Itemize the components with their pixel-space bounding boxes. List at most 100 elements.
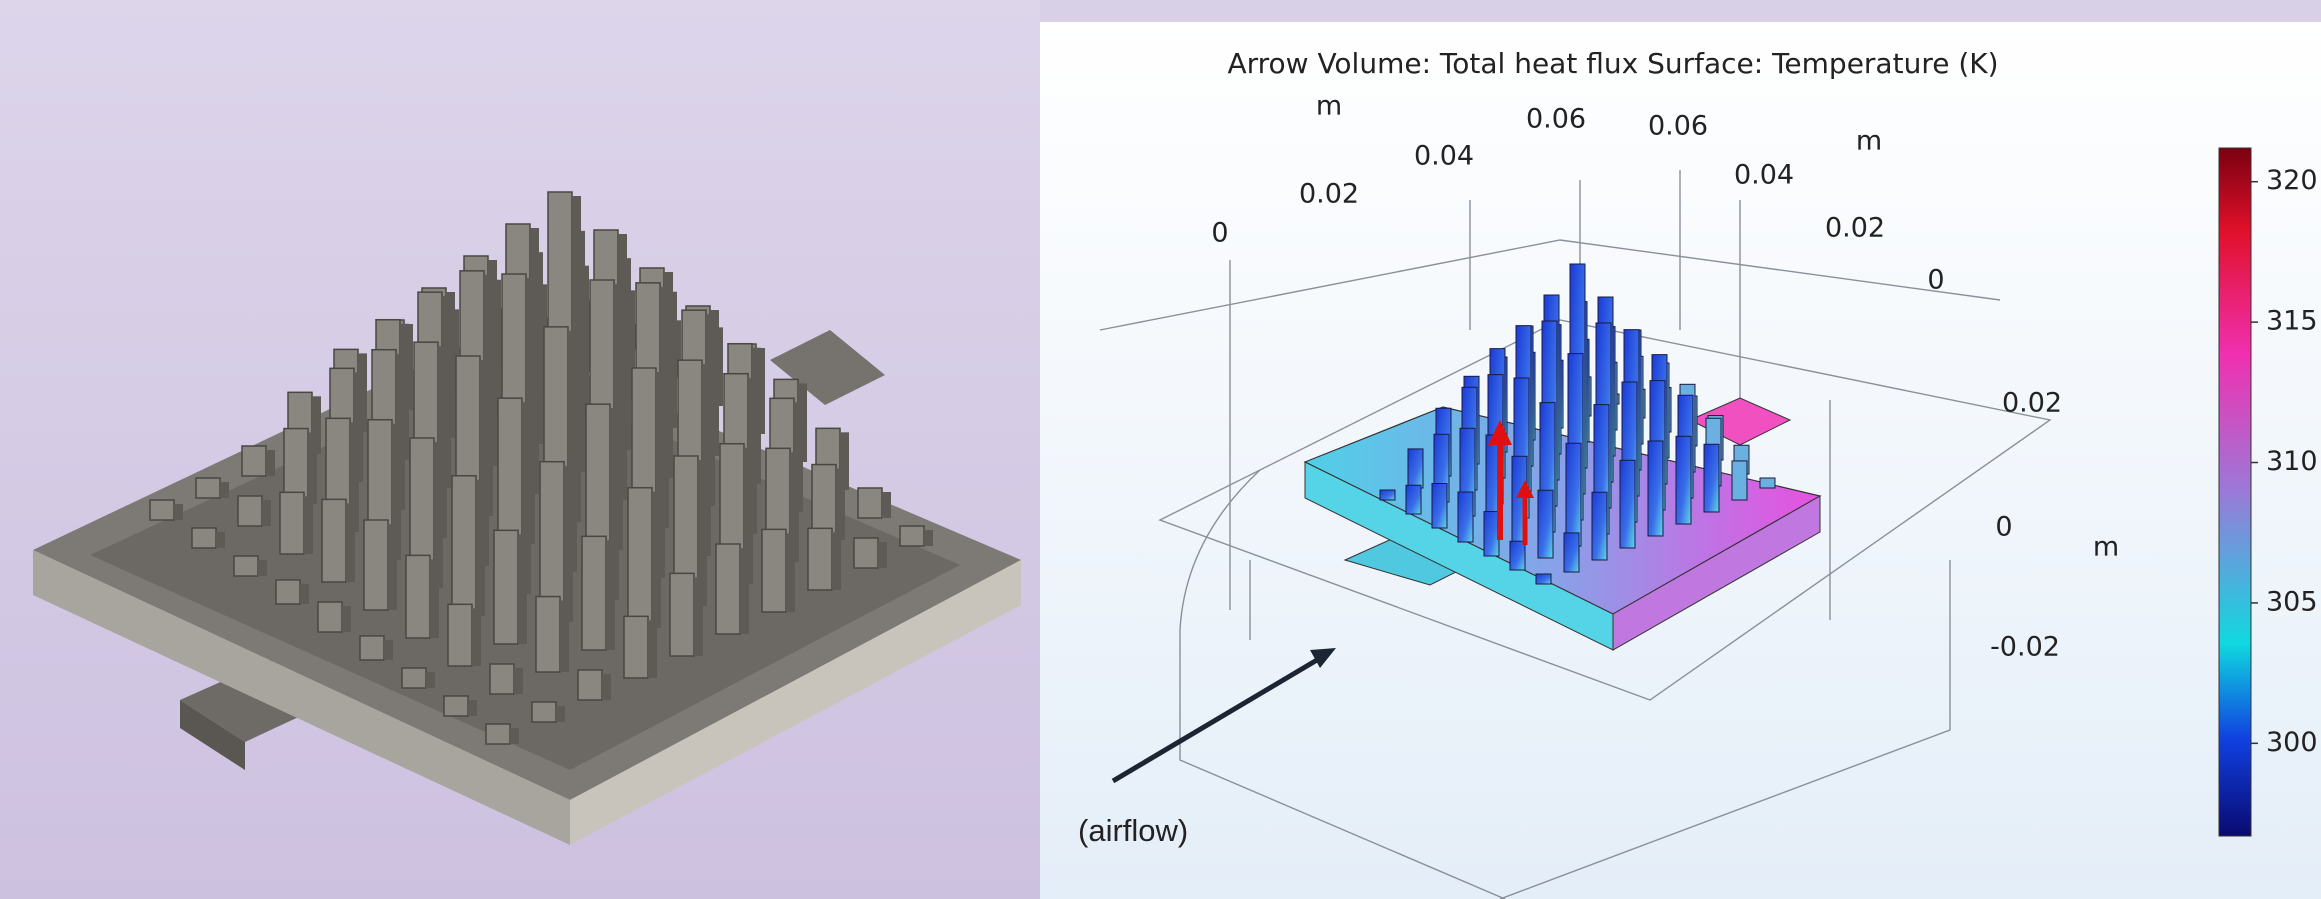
fin [318, 602, 342, 632]
fin [536, 597, 560, 672]
axis-tick-label: 0.02 [1825, 213, 1885, 244]
fin [360, 636, 384, 660]
fin [578, 670, 602, 700]
fin [670, 573, 694, 656]
fin-side [388, 524, 397, 610]
fin-side [514, 668, 523, 694]
fin [716, 544, 740, 634]
axis-tick-label: 0.04 [1734, 160, 1794, 191]
fin-side [258, 560, 267, 576]
fin-side [510, 728, 519, 744]
page: Arrow Volume: Total heat flux Surface: T… [0, 0, 2321, 899]
fin [406, 555, 430, 638]
sim-fin [1406, 485, 1421, 514]
fin [486, 724, 510, 744]
fin-side [304, 496, 313, 554]
fin [444, 696, 468, 716]
fin-side [300, 584, 309, 604]
fin [280, 492, 304, 554]
sim-fin [1704, 444, 1719, 512]
fin [276, 580, 300, 604]
fin [452, 476, 476, 616]
axis-tick-label: 0 [1211, 218, 1228, 249]
fin [234, 556, 258, 576]
fin [858, 488, 882, 518]
axis-tick-label: 0.02 [1299, 179, 1359, 210]
fin-side [262, 500, 271, 526]
fin [192, 528, 216, 548]
sim-fin [1592, 492, 1607, 560]
fin-side [786, 533, 795, 612]
fin [532, 702, 556, 722]
fin-side [924, 530, 933, 546]
sim-fin [1538, 490, 1553, 558]
colorbar-tick-label: 320 [2266, 165, 2318, 196]
fin-side [652, 492, 661, 628]
sim-fin [1620, 460, 1635, 548]
annotation: (airflow) [1078, 813, 1188, 848]
axis-label: m [1316, 91, 1342, 122]
axis-tick-label: 0.06 [1648, 111, 1708, 142]
axis-label: m [2093, 532, 2119, 563]
fin [624, 616, 648, 678]
sim-fin [1380, 490, 1395, 500]
sim-fin [1536, 574, 1551, 584]
fin-side [430, 559, 439, 638]
fin-side [564, 466, 573, 622]
fin [448, 604, 472, 666]
fin-side [216, 532, 225, 548]
fin [900, 526, 924, 546]
colorbar [2219, 148, 2251, 836]
fin-side [468, 700, 477, 716]
fin [762, 529, 786, 612]
fin-side [694, 577, 703, 656]
sim-fin [1484, 512, 1499, 556]
sim-fin [1432, 484, 1447, 528]
fin-side [740, 548, 749, 634]
fin-side [832, 532, 841, 590]
colorbar-tick-label: 305 [2266, 586, 2318, 617]
fin [322, 499, 346, 582]
fin [808, 528, 832, 590]
fin-side [342, 606, 351, 632]
fin [238, 496, 262, 526]
fin-side [220, 482, 229, 498]
axis-tick-label: 0.02 [2002, 388, 2062, 419]
fin [582, 536, 606, 650]
fin [494, 530, 518, 644]
fin-side [426, 672, 435, 688]
axis-tick-label: 0 [1927, 265, 1944, 296]
sim-fin [1760, 478, 1775, 488]
sim-fin [1566, 443, 1581, 546]
fin [402, 668, 426, 688]
sim-fin [1510, 541, 1525, 570]
sim-fin [1648, 441, 1663, 536]
fin [196, 478, 220, 498]
fin-side [836, 469, 845, 540]
fin-side [174, 504, 183, 520]
fin-side [518, 534, 527, 644]
axis-tick-label: 0 [1995, 512, 2012, 543]
sim-fin [1564, 533, 1579, 572]
axis-tick-label: -0.02 [1990, 632, 2060, 663]
fin-side [648, 620, 657, 678]
colorbar-tick-label: 315 [2266, 306, 2318, 337]
fin [490, 664, 514, 694]
fin-side [472, 608, 481, 666]
fin [854, 538, 878, 568]
fin-side [882, 492, 891, 518]
fin-side [308, 433, 317, 504]
fin-side [560, 601, 569, 672]
colorbar-tick-label: 300 [2266, 727, 2318, 758]
fin-side [878, 542, 887, 568]
sim-fin [1732, 461, 1747, 500]
fin-side [346, 503, 355, 582]
fin [628, 488, 652, 628]
colorbar-tick-label: 310 [2266, 446, 2318, 477]
fin [364, 520, 388, 610]
plot-title: Arrow Volume: Total heat flux Surface: T… [1227, 47, 1998, 80]
fin-side [384, 640, 393, 660]
fin-side [476, 480, 485, 616]
axis-tick-label: 0.04 [1414, 141, 1474, 172]
axis-tick-label: 0.06 [1526, 104, 1586, 135]
